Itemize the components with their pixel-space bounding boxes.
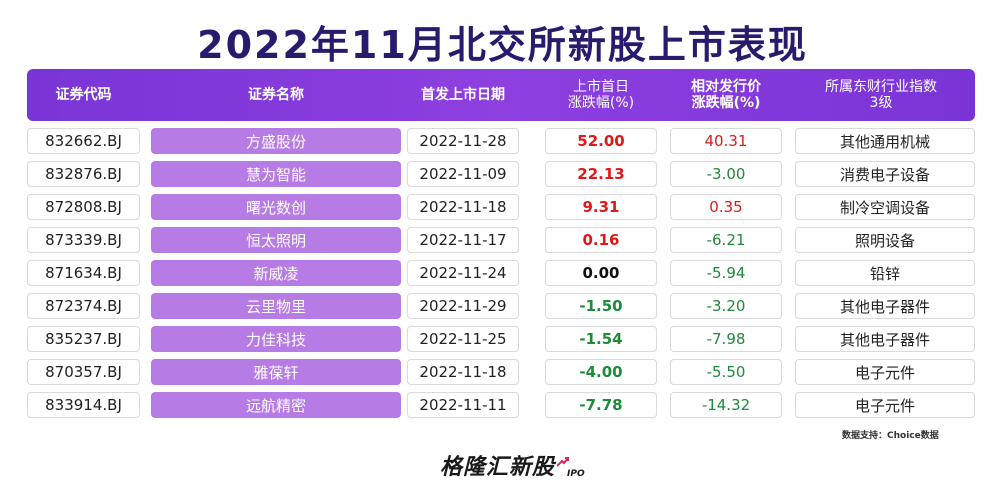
table-row: 872374.BJ 云里物里 2022-11-29 -1.50 -3.20 其他电子器件 [0, 293, 1005, 319]
cell-first-day: 22.13 [545, 161, 657, 187]
table-row: 872808.BJ 曙光数创 2022-11-18 9.31 0.35 制冷空调设备 [0, 194, 1005, 220]
cell-name: 雅葆轩 [151, 359, 401, 385]
cell-industry: 电子元件 [795, 359, 975, 385]
cell-date: 2022-11-18 [407, 359, 519, 385]
cell-name: 云里物里 [151, 293, 401, 319]
page-title: 2022年11月北交所新股上市表现 [197, 23, 808, 67]
cell-code: 835237.BJ [27, 326, 140, 352]
cell-name: 恒太照明 [151, 227, 401, 253]
header-relative-line2: 涨跌幅(%) [691, 95, 761, 111]
cell-relative: -5.94 [670, 260, 782, 286]
cell-first-day: 0.00 [545, 260, 657, 286]
cell-relative: -6.21 [670, 227, 782, 253]
cell-date: 2022-11-09 [407, 161, 519, 187]
cell-name: 曙光数创 [151, 194, 401, 220]
cell-date: 2022-11-18 [407, 194, 519, 220]
cell-code: 872374.BJ [27, 293, 140, 319]
cell-code: 872808.BJ [27, 194, 140, 220]
table-row: 835237.BJ 力佳科技 2022-11-25 -1.54 -7.98 其他电子器件 [0, 326, 1005, 352]
cell-code: 833914.BJ [27, 392, 140, 418]
cell-industry: 消费电子设备 [795, 161, 975, 187]
cell-name: 方盛股份 [151, 128, 401, 154]
cell-code: 832662.BJ [27, 128, 140, 154]
cell-date: 2022-11-25 [407, 326, 519, 352]
cell-industry: 其他电子器件 [795, 326, 975, 352]
cell-code: 870357.BJ [27, 359, 140, 385]
table-row: 870357.BJ 雅葆轩 2022-11-18 -4.00 -5.50 电子元件 [0, 359, 1005, 385]
cell-date: 2022-11-24 [407, 260, 519, 286]
table-row: 832662.BJ 方盛股份 2022-11-28 52.00 40.31 其他通用机械 [0, 128, 1005, 154]
header-first-day-line1: 上市首日 [573, 79, 629, 95]
cell-name: 新威凌 [151, 260, 401, 286]
cell-industry: 其他电子器件 [795, 293, 975, 319]
header-first-day: 上市首日 涨跌幅(%) [545, 69, 657, 121]
cell-name: 慧为智能 [151, 161, 401, 187]
cell-code: 832876.BJ [27, 161, 140, 187]
logo-text: 格隆汇新股 [440, 455, 556, 480]
cell-relative: 40.31 [670, 128, 782, 154]
cell-relative: 0.35 [670, 194, 782, 220]
cell-first-day: -7.78 [545, 392, 657, 418]
cell-first-day: 52.00 [545, 128, 657, 154]
trend-arrow-icon [557, 457, 570, 467]
cell-industry: 铅锌 [795, 260, 975, 286]
cell-industry: 电子元件 [795, 392, 975, 418]
cell-first-day: -1.50 [545, 293, 657, 319]
cell-industry: 照明设备 [795, 227, 975, 253]
header-first-day-line2: 涨跌幅(%) [567, 95, 635, 111]
header-industry: 所属东财行业指数 3级 [795, 69, 967, 121]
table-row: 873339.BJ 恒太照明 2022-11-17 0.16 -6.21 照明设备 [0, 227, 1005, 253]
cell-name: 力佳科技 [151, 326, 401, 352]
brand-logo: 格隆汇新股 IPO [440, 451, 585, 481]
header-name: 证券名称 [248, 87, 304, 103]
cell-date: 2022-11-28 [407, 128, 519, 154]
cell-relative: -3.00 [670, 161, 782, 187]
cell-first-day: 0.16 [545, 227, 657, 253]
header-code: 证券代码 [55, 87, 112, 103]
cell-date: 2022-11-29 [407, 293, 519, 319]
header-industry-line2: 3级 [869, 95, 893, 111]
cell-industry: 制冷空调设备 [795, 194, 975, 220]
cell-relative: -7.98 [670, 326, 782, 352]
data-source-note: 数据支持：Choice数据 [842, 431, 939, 441]
cell-relative: -5.50 [670, 359, 782, 385]
table-row: 871634.BJ 新威凌 2022-11-24 0.00 -5.94 铅锌 [0, 260, 1005, 286]
cell-relative: -3.20 [670, 293, 782, 319]
header-industry-line1: 所属东财行业指数 [825, 79, 937, 95]
cell-date: 2022-11-11 [407, 392, 519, 418]
header-relative: 相对发行价 涨跌幅(%) [670, 69, 782, 121]
table-row: 833914.BJ 远航精密 2022-11-11 -7.78 -14.32 电子元件 [0, 392, 1005, 418]
header-relative-line1: 相对发行价 [691, 79, 761, 95]
cell-first-day: 9.31 [545, 194, 657, 220]
cell-date: 2022-11-17 [407, 227, 519, 253]
logo-ipo: IPO [567, 469, 585, 479]
cell-first-day: -1.54 [545, 326, 657, 352]
cell-name: 远航精密 [151, 392, 401, 418]
cell-code: 873339.BJ [27, 227, 140, 253]
cell-industry: 其他通用机械 [795, 128, 975, 154]
cell-first-day: -4.00 [545, 359, 657, 385]
cell-code: 871634.BJ [27, 260, 140, 286]
cell-relative: -14.32 [670, 392, 782, 418]
table-header: 证券代码 证券名称 首发上市日期 上市首日 涨跌幅(%) 相对发行价 涨跌幅(%… [27, 69, 975, 121]
header-date: 首发上市日期 [421, 87, 505, 103]
table-row: 832876.BJ 慧为智能 2022-11-09 22.13 -3.00 消费电子设备 [0, 161, 1005, 187]
